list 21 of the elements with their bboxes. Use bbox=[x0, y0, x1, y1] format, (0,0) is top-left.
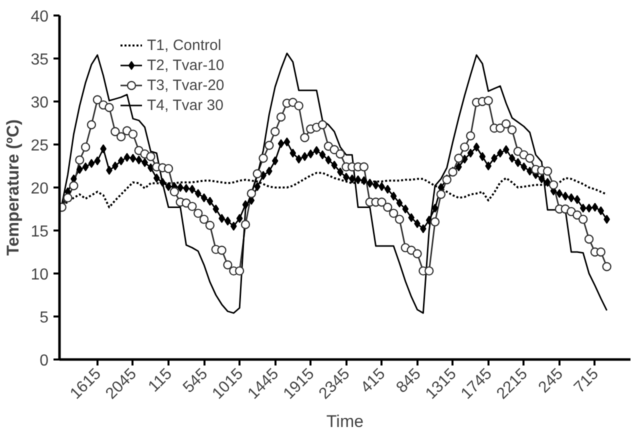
y-tick-label: 15 bbox=[30, 224, 49, 240]
y-tick-label: 25 bbox=[30, 138, 49, 154]
legend-label: T1, Control bbox=[147, 36, 222, 54]
y-tick-label: 0 bbox=[40, 352, 49, 370]
y-tick-label: 35 bbox=[30, 52, 49, 68]
x-tick-label: 115 bbox=[146, 365, 176, 396]
x-tick-label: 845 bbox=[393, 365, 424, 396]
y-tick-label: 20 bbox=[30, 180, 49, 198]
legend-label: T4, Tvar 30 bbox=[147, 96, 224, 114]
x-tick-label: 245 bbox=[536, 365, 567, 396]
legend-label: T3, Tvar-20 bbox=[147, 76, 224, 94]
y-tick-label: 5 bbox=[40, 310, 49, 326]
y-tick-label: 40 bbox=[30, 8, 49, 26]
x-axis-title: Time bbox=[326, 412, 364, 432]
y-tick-label: 30 bbox=[30, 94, 49, 112]
x-tick-label: 715 bbox=[571, 365, 602, 396]
legend-label: T2, Tvar-10 bbox=[147, 56, 224, 74]
x-tick-label: 415 bbox=[358, 365, 389, 396]
y-axis-title: Temperature (ºC) bbox=[4, 119, 23, 256]
y-tick-label: 10 bbox=[30, 266, 49, 284]
x-tick-label: 545 bbox=[180, 365, 212, 396]
